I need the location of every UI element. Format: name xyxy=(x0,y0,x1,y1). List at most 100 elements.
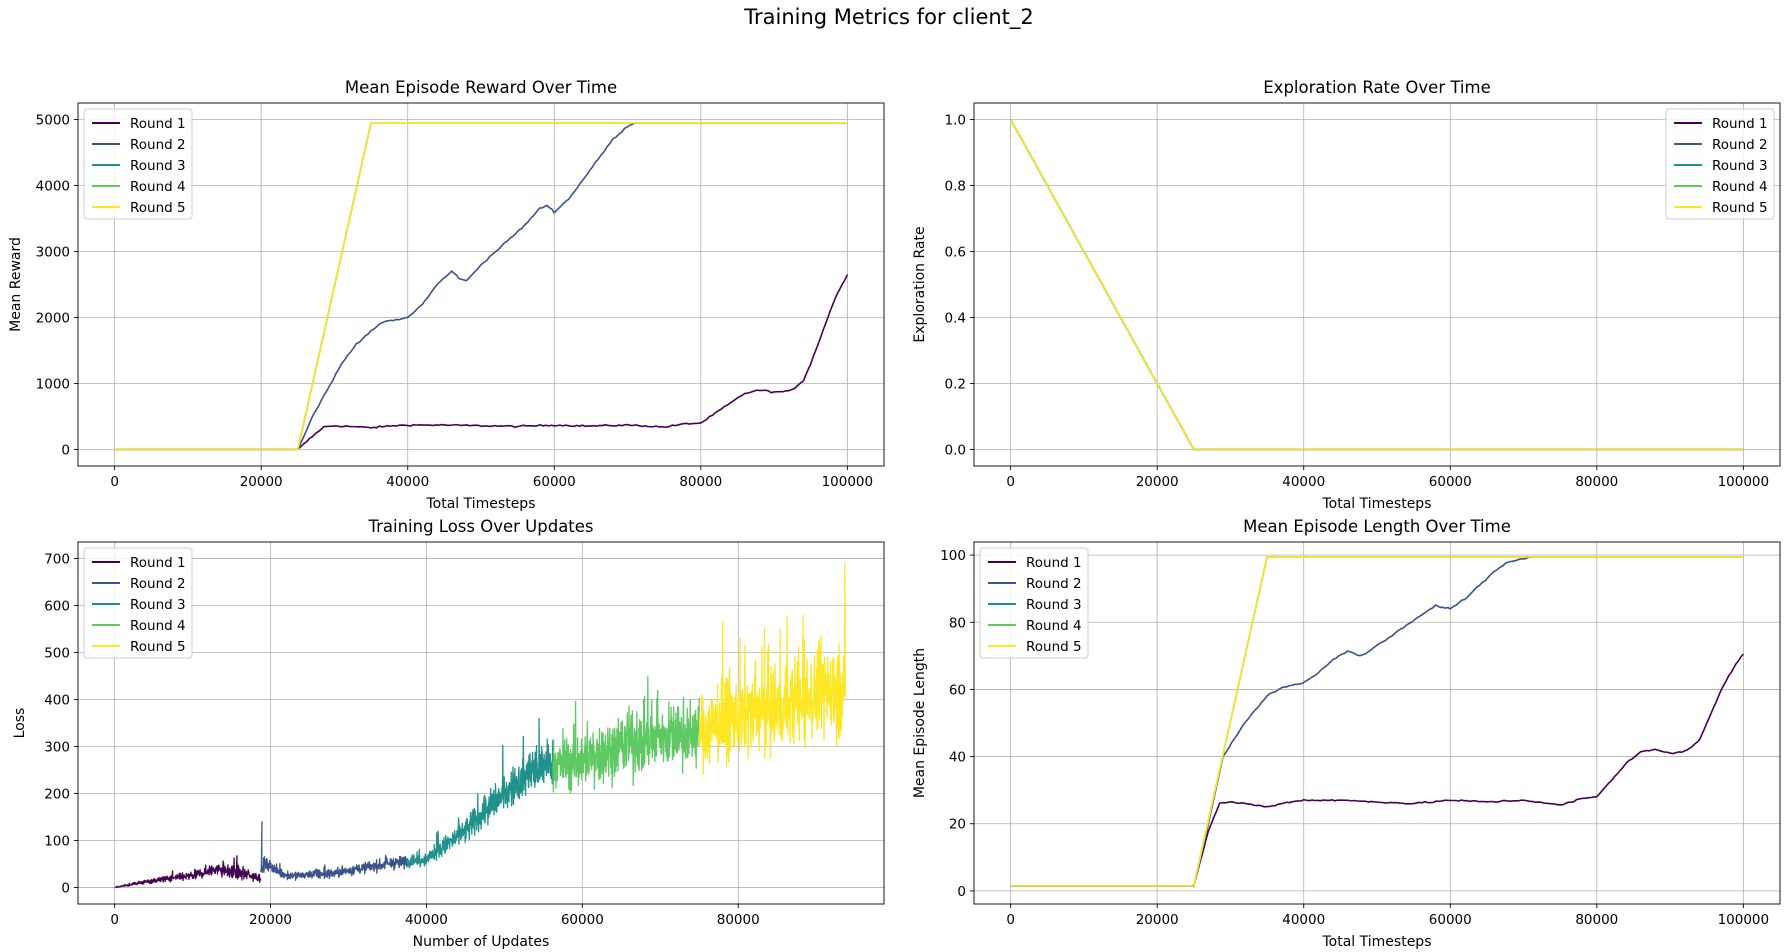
legend-box xyxy=(83,108,193,220)
panel-exploration-rate: Exploration Rate Over Time Total Timeste… xyxy=(912,78,1781,512)
x-tick-label: 80000 xyxy=(717,912,760,928)
grid xyxy=(78,103,884,466)
y-tick-label: 0.0 xyxy=(945,443,966,459)
y-tick-label: 400 xyxy=(44,692,70,708)
x-tick-label: 20000 xyxy=(249,912,292,928)
x-tick-label: 0 xyxy=(110,474,119,490)
y-tick-label: 40 xyxy=(949,750,966,766)
y-tick-label: 5000 xyxy=(36,113,70,129)
y-axis-label: Loss xyxy=(12,708,28,739)
legend-box xyxy=(1665,108,1775,220)
y-tick-label: 100 xyxy=(44,834,70,850)
series-line-round-5 xyxy=(698,562,847,775)
y-tick-label: 1000 xyxy=(36,377,70,393)
axes-frame xyxy=(973,541,1781,905)
legend-label-round-1: Round 1 xyxy=(130,116,186,132)
series-line-round-1 xyxy=(114,274,849,451)
x-tick-label: 100000 xyxy=(1718,912,1770,928)
x-tick-label: 40000 xyxy=(1282,474,1325,490)
legend-label-round-4: Round 4 xyxy=(1712,179,1768,195)
x-axis-label: Total Timesteps xyxy=(1322,496,1432,512)
series-line-round-5 xyxy=(1009,119,1744,451)
x-tick-label: 40000 xyxy=(386,474,429,490)
x-tick-label: 20000 xyxy=(1136,474,1179,490)
legend-label-round-1: Round 1 xyxy=(130,555,186,571)
series-line-round-3 xyxy=(1010,555,1744,887)
series-line-round-5 xyxy=(114,122,848,451)
series-line-round-4 xyxy=(552,676,700,794)
axes-frame xyxy=(77,102,885,467)
series-line-round-5 xyxy=(1010,555,1744,887)
x-tick-label: 100000 xyxy=(822,474,874,490)
legend: Round 1 Round 2 Round 3 Round 4 Round 5 xyxy=(979,547,1089,659)
legend-label-round-3: Round 3 xyxy=(1712,158,1768,174)
x-tick-label: 0 xyxy=(110,912,119,928)
series-line-round-1 xyxy=(114,855,262,889)
x-tick-label: 80000 xyxy=(679,474,722,490)
plot-area xyxy=(1010,555,1744,888)
legend: Round 1 Round 2 Round 3 Round 4 Round 5 xyxy=(1665,108,1775,220)
series-line-round-3 xyxy=(406,717,554,869)
panel-mean-reward: Mean Episode Reward Over Time Total Time… xyxy=(8,78,885,512)
y-tick-label: 2000 xyxy=(36,311,70,327)
series-line-round-4 xyxy=(1009,119,1744,451)
series-line-round-2 xyxy=(260,821,408,882)
legend-label-round-1: Round 1 xyxy=(1026,555,1082,571)
legend-label-round-3: Round 3 xyxy=(1026,597,1082,613)
x-tick-label: 20000 xyxy=(240,474,283,490)
legend-label-round-2: Round 2 xyxy=(130,576,186,592)
x-tick-label: 100000 xyxy=(1718,474,1770,490)
y-axis-label: Mean Episode Length xyxy=(912,648,928,798)
legend-label-round-5: Round 5 xyxy=(130,200,186,216)
legend-label-round-2: Round 2 xyxy=(1712,137,1768,153)
axes-frame xyxy=(973,102,1781,467)
panel-title: Training Loss Over Updates xyxy=(367,517,593,536)
legend-label-round-4: Round 4 xyxy=(130,179,186,195)
plot-area xyxy=(114,562,847,889)
series-line-round-2 xyxy=(114,122,848,451)
legend-label-round-5: Round 5 xyxy=(130,639,186,655)
x-tick-label: 60000 xyxy=(533,474,576,490)
legend: Round 1 Round 2 Round 3 Round 4 Round 5 xyxy=(83,547,193,659)
x-axis-label: Total Timesteps xyxy=(426,496,536,512)
legend-label-round-5: Round 5 xyxy=(1712,200,1768,216)
legend-box xyxy=(83,547,193,659)
series-line-round-2 xyxy=(1009,119,1744,451)
legend-label-round-1: Round 1 xyxy=(1712,116,1768,132)
x-axis-label: Number of Updates xyxy=(413,934,550,950)
x-tick-label: 60000 xyxy=(1429,474,1472,490)
legend: Round 1 Round 2 Round 3 Round 4 Round 5 xyxy=(83,108,193,220)
y-tick-label: 300 xyxy=(44,740,70,756)
series-line-round-4 xyxy=(114,122,848,451)
panel-training-loss: Training Loss Over Updates Number of Upd… xyxy=(12,517,885,950)
series-line-round-4 xyxy=(1010,555,1744,887)
legend-label-round-5: Round 5 xyxy=(1026,639,1082,655)
x-tick-label: 80000 xyxy=(1575,474,1618,490)
y-tick-label: 0.6 xyxy=(945,245,966,261)
y-tick-label: 60 xyxy=(949,682,966,698)
grid xyxy=(78,542,884,904)
y-tick-label: 4000 xyxy=(36,179,70,195)
legend-label-round-2: Round 2 xyxy=(1026,576,1082,592)
y-axis-label: Exploration Rate xyxy=(912,226,928,342)
x-tick-label: 0 xyxy=(1006,474,1015,490)
plot-area xyxy=(114,122,849,451)
panel-title: Mean Episode Reward Over Time xyxy=(345,78,617,97)
series-line-round-2 xyxy=(1010,555,1744,888)
y-tick-label: 20 xyxy=(949,817,966,833)
series-line-round-3 xyxy=(1009,119,1744,451)
x-tick-label: 60000 xyxy=(561,912,604,928)
panel-title: Exploration Rate Over Time xyxy=(1263,78,1490,97)
legend-box xyxy=(979,547,1089,659)
x-tick-label: 60000 xyxy=(1429,912,1472,928)
legend-label-round-2: Round 2 xyxy=(130,137,186,153)
panel-title: Mean Episode Length Over Time xyxy=(1243,517,1511,536)
y-tick-label: 700 xyxy=(44,551,70,567)
y-tick-label: 80 xyxy=(949,615,966,631)
legend-label-round-4: Round 4 xyxy=(1026,618,1082,634)
legend-label-round-4: Round 4 xyxy=(130,618,186,634)
y-tick-label: 0.8 xyxy=(945,179,966,195)
y-tick-label: 0 xyxy=(957,884,966,900)
panel-episode-length: Mean Episode Length Over Time Total Time… xyxy=(912,517,1781,950)
